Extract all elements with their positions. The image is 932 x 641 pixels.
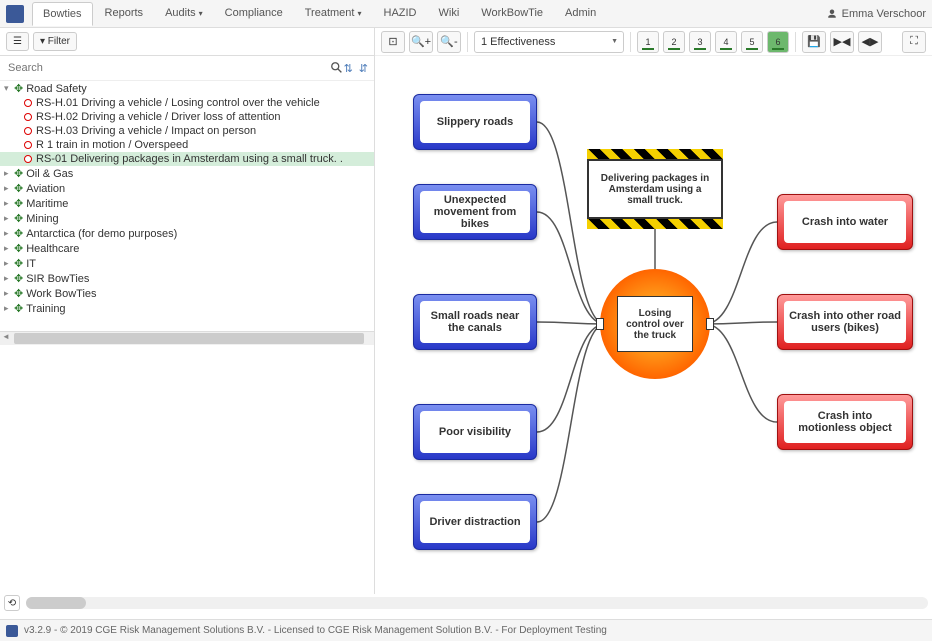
collapse-left-button[interactable]: ▶◀ <box>830 31 854 53</box>
menu-item-bowties[interactable]: Bowties <box>32 2 93 26</box>
tree-category[interactable]: ▸✥Training <box>0 301 374 316</box>
level-button-1[interactable]: 1 <box>637 31 659 53</box>
sidebar-toolbar: ☰ ▾ Filter <box>0 28 374 56</box>
hazard-stripes <box>587 149 723 159</box>
app-logo[interactable] <box>6 5 24 23</box>
menu-item-workbowtie[interactable]: WorkBowTie <box>471 2 553 26</box>
tree-bowtie-item[interactable]: RS-H.02 Driving a vehicle / Driver loss … <box>0 110 374 124</box>
threat-node[interactable]: Unexpected movement from bikes <box>413 184 537 240</box>
tree-category[interactable]: ▸✥Aviation <box>0 181 374 196</box>
sidebar-search: ⇅⇵ <box>0 56 374 81</box>
user-icon <box>826 8 838 20</box>
footer-text: v3.2.9 - © 2019 CGE Risk Management Solu… <box>24 625 607 636</box>
threat-node[interactable]: Slippery roads <box>413 94 537 150</box>
threat-node[interactable]: Small roads near the canals <box>413 294 537 350</box>
menu-item-compliance[interactable]: Compliance <box>215 2 293 26</box>
zoom-fit-button[interactable]: ⊡ <box>381 31 405 53</box>
menu-item-reports[interactable]: Reports <box>95 2 154 26</box>
tree-category[interactable]: ▸✥Work BowTies <box>0 286 374 301</box>
hazard-stripes <box>587 219 723 229</box>
fullscreen-button[interactable]: ⛶ <box>902 31 926 53</box>
tree-category[interactable]: ▸✥SIR BowTies <box>0 271 374 286</box>
save-button[interactable]: 💾 <box>802 31 826 53</box>
collapse-right-button[interactable]: ◀▶ <box>858 31 882 53</box>
consequence-node[interactable]: Crash into water <box>777 194 913 250</box>
tree-bowtie-item[interactable]: R 1 train in motion / Overspeed <box>0 138 374 152</box>
menu-item-treatment[interactable]: Treatment▾ <box>295 2 372 26</box>
tree-category-road-safety[interactable]: ▾✥Road Safety <box>0 81 374 96</box>
tree-bowtie-item[interactable]: RS-H.01 Driving a vehicle / Losing contr… <box>0 96 374 110</box>
filter-button[interactable]: ▾ Filter <box>33 32 77 51</box>
tree-category[interactable]: ▸✥Oil & Gas <box>0 166 374 181</box>
level-button-6[interactable]: 6 <box>767 31 789 53</box>
zoom-in-button[interactable]: 🔍+ <box>409 31 433 53</box>
tree-category[interactable]: ▸✥Antarctica (for demo purposes) <box>0 226 374 241</box>
user-name: Emma Verschoor <box>842 8 926 20</box>
tree-category[interactable]: ▸✥IT <box>0 256 374 271</box>
user-menu[interactable]: Emma Verschoor <box>826 8 926 20</box>
sidebar: ☰ ▾ Filter ⇅⇵ ▾✥Road SafetyRS-H.01 Drivi… <box>0 28 375 594</box>
bowtie-diagram[interactable]: Slippery roads Unexpected movement from b… <box>375 56 932 594</box>
tree-category[interactable]: ▸✥Mining <box>0 211 374 226</box>
connector-handle[interactable] <box>706 318 714 330</box>
consequence-node[interactable]: Crash into other road users (bikes) <box>777 294 913 350</box>
search-input[interactable] <box>6 60 326 76</box>
top-menu-bar: BowtiesReportsAudits▾ComplianceTreatment… <box>0 0 932 28</box>
menu-item-hazid[interactable]: HAZID <box>374 2 427 26</box>
menu-item-audits[interactable]: Audits▾ <box>155 2 213 26</box>
threat-node[interactable]: Driver distraction <box>413 494 537 550</box>
menu-item-admin[interactable]: Admin <box>555 2 606 26</box>
footer-logo-icon <box>6 625 18 637</box>
tree-category[interactable]: ▸✥Healthcare <box>0 241 374 256</box>
dropdown-value: 1 Effectiveness <box>481 36 555 48</box>
history-button[interactable]: ⟲ <box>4 595 20 611</box>
top-event-node[interactable]: Losing control over the truck <box>600 269 710 379</box>
list-view-button[interactable]: ☰ <box>6 32 29 51</box>
filter-label: Filter <box>48 36 70 47</box>
content-area: ⊡ 🔍+ 🔍- 1 Effectiveness 123456 💾 ▶◀ ◀▶ ⛶… <box>375 28 932 594</box>
navigation-tree: ▾✥Road SafetyRS-H.01 Driving a vehicle /… <box>0 81 374 331</box>
sort-icons[interactable]: ⇅⇵ <box>344 62 368 75</box>
level-button-4[interactable]: 4 <box>715 31 737 53</box>
tree-bowtie-item[interactable]: RS-01 Delivering packages in Amsterdam u… <box>0 152 374 166</box>
level-button-5[interactable]: 5 <box>741 31 763 53</box>
hazard-node[interactable]: Delivering packages in Amsterdam using a… <box>587 159 723 219</box>
consequence-node[interactable]: Crash into motionless object <box>777 394 913 450</box>
tree-category[interactable]: ▸✥Maritime <box>0 196 374 211</box>
view-dropdown[interactable]: 1 Effectiveness <box>474 31 624 53</box>
bottom-toolbar: ⟲ <box>4 595 928 611</box>
timeline-scrollbar[interactable] <box>26 597 928 609</box>
diagram-toolbar: ⊡ 🔍+ 🔍- 1 Effectiveness 123456 💾 ▶◀ ◀▶ ⛶ <box>375 28 932 56</box>
threat-node[interactable]: Poor visibility <box>413 404 537 460</box>
tree-bowtie-item[interactable]: RS-H.03 Driving a vehicle / Impact on pe… <box>0 124 374 138</box>
level-button-2[interactable]: 2 <box>663 31 685 53</box>
tree-horizontal-scrollbar[interactable] <box>0 331 374 345</box>
menu-item-wiki[interactable]: Wiki <box>429 2 470 26</box>
zoom-out-button[interactable]: 🔍- <box>437 31 461 53</box>
search-icon[interactable] <box>330 61 344 75</box>
connector-handle[interactable] <box>596 318 604 330</box>
status-bar: v3.2.9 - © 2019 CGE Risk Management Solu… <box>0 619 932 641</box>
main-menu: BowtiesReportsAudits▾ComplianceTreatment… <box>32 2 606 26</box>
level-button-3[interactable]: 3 <box>689 31 711 53</box>
